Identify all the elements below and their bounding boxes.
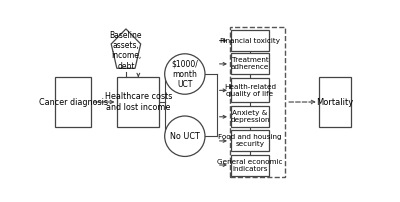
Ellipse shape [165,54,205,94]
Polygon shape [111,29,141,68]
Text: Cancer diagnosis: Cancer diagnosis [39,98,108,106]
Text: $1000/
month
UCT: $1000/ month UCT [172,59,198,89]
FancyBboxPatch shape [230,30,269,51]
FancyBboxPatch shape [56,77,91,127]
Text: Health-related
quality of life: Health-related quality of life [224,84,276,97]
Text: Mortality: Mortality [316,98,354,106]
FancyBboxPatch shape [230,106,269,127]
Text: Anxiety &
depression: Anxiety & depression [230,110,270,123]
Text: Financial toxicity: Financial toxicity [220,38,280,44]
FancyBboxPatch shape [230,155,269,176]
Text: Healthcare costs
and lost income: Healthcare costs and lost income [105,92,172,112]
FancyBboxPatch shape [230,53,269,74]
Text: Food and housing
security: Food and housing security [218,134,282,147]
FancyBboxPatch shape [319,77,352,127]
Text: General economic
indicators: General economic indicators [217,159,283,171]
FancyBboxPatch shape [118,77,159,127]
Text: Baseline
assets,
income,
debt: Baseline assets, income, debt [110,31,142,71]
Ellipse shape [165,116,205,156]
Text: No UCT: No UCT [170,132,200,141]
FancyBboxPatch shape [230,78,269,102]
FancyBboxPatch shape [230,130,269,151]
Text: Treatment
adherence: Treatment adherence [231,57,269,70]
